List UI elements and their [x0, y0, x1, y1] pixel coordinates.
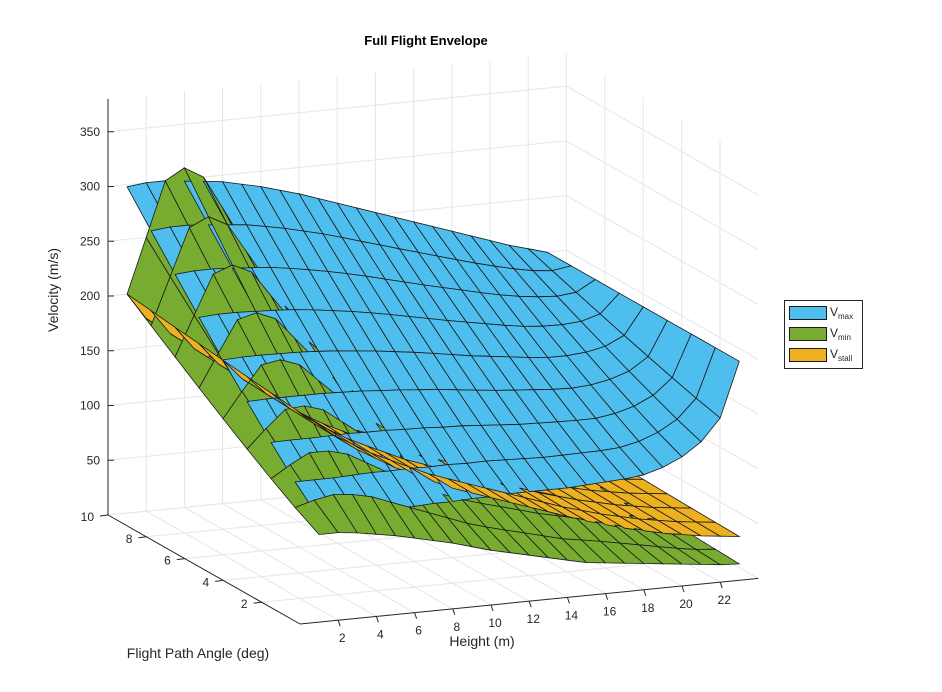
legend-label-vmin: V	[830, 326, 839, 340]
legend-item-vstall: Vstall	[789, 346, 861, 364]
z-tick-label: 300	[80, 180, 100, 194]
y-axis-label: Flight Path Angle (deg)	[127, 645, 269, 661]
x-tick-label: 20	[679, 597, 693, 611]
grid-line-side-z	[566, 195, 759, 306]
legend-swatch-vmax	[789, 306, 827, 320]
y-tick-label: 4	[203, 575, 210, 589]
surface-plot	[126, 167, 741, 566]
x-tick-label: 14	[565, 608, 579, 622]
y-tick-label: 2	[241, 597, 248, 611]
grid-line-floor-x	[222, 503, 415, 614]
legend-label-vstall: V	[830, 347, 839, 361]
grid-line-floor-y	[261, 556, 721, 603]
legend-swatch-vstall	[789, 348, 827, 362]
y-tick-label: 10	[81, 510, 95, 524]
y-axis-line	[107, 514, 301, 625]
x-tick-mark	[452, 608, 456, 615]
surface-patch-min	[694, 548, 741, 566]
z-axis-label: Velocity (m/s)	[45, 248, 61, 332]
x-tick-mark	[414, 612, 418, 619]
legend: Vmax Vmin Vstall	[784, 300, 863, 369]
y-tick-mark	[176, 558, 185, 561]
legend-swatch-vmin	[789, 327, 827, 341]
x-tick-mark	[528, 601, 532, 608]
grid-line-side-z	[566, 140, 759, 251]
z-tick-label: 250	[80, 234, 100, 248]
x-tick-label: 6	[415, 624, 422, 638]
x-axis-label: Height (m)	[449, 633, 514, 649]
x-tick-mark	[566, 597, 570, 604]
x-tick-mark	[490, 604, 494, 612]
y-tick-mark	[253, 601, 262, 604]
z-tick-label: 50	[87, 453, 101, 467]
y-tick-label: 6	[164, 554, 171, 568]
x-tick-label: 18	[641, 601, 655, 615]
legend-sub-vmin: min	[838, 333, 851, 342]
x-tick-label: 22	[718, 593, 732, 607]
x-tick-mark	[719, 582, 723, 589]
x-tick-mark	[681, 585, 685, 593]
grid-line-floor-x	[145, 510, 339, 621]
x-tick-label: 16	[603, 605, 617, 619]
grid-line-side-z	[566, 85, 759, 196]
y-tick-label: 8	[126, 532, 133, 546]
y-tick-mark	[138, 536, 147, 539]
x-tick-mark	[605, 593, 609, 600]
grid-line-floor-x	[260, 499, 454, 610]
y-tick-mark	[99, 514, 109, 517]
z-tick-label: 350	[80, 125, 100, 139]
x-tick-mark	[375, 616, 379, 623]
z-tick-label: 200	[80, 289, 100, 303]
z-tick-label: 100	[80, 399, 100, 413]
legend-sub-vstall: stall	[838, 354, 853, 363]
legend-item-vmax: Vmax	[789, 304, 861, 322]
grid-line-side-z	[566, 249, 759, 360]
x-tick-mark	[643, 589, 647, 596]
chart-title: Full Flight Envelope	[364, 33, 488, 48]
x-tick-mark	[337, 620, 341, 627]
grid-line-floor-x	[184, 506, 377, 617]
x-tick-label: 2	[339, 631, 346, 645]
surface-patch-stall	[694, 521, 741, 537]
legend-sub-vmax: max	[838, 312, 854, 321]
x-tick-label: 4	[377, 627, 384, 641]
axis-ticks: 2 4 6 8 10 12 14 16 18 20 222468105010015020025030…	[80, 98, 759, 645]
z-tick-label: 150	[80, 344, 100, 358]
x-tick-label: 8	[453, 620, 460, 634]
x-tick-label: 10	[488, 616, 502, 630]
legend-label-vmax: V	[830, 305, 839, 319]
surface-patch-max	[695, 347, 740, 419]
y-tick-mark	[215, 579, 224, 582]
legend-item-vmin: Vmin	[789, 325, 861, 343]
x-tick-label: 12	[527, 612, 541, 626]
